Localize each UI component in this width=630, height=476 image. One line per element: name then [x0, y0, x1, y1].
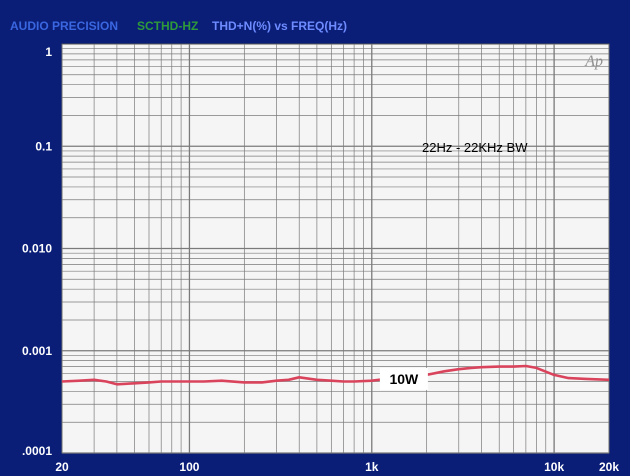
- x-tick-label: 100: [179, 460, 199, 474]
- code-label: SCTHD-HZ: [137, 19, 198, 33]
- series-line-10w: [61, 364, 610, 386]
- y-tick-label: 0.010: [22, 242, 52, 256]
- series-label-box: [379, 367, 428, 390]
- x-tick-label: 20k: [599, 460, 619, 474]
- axis-tick-labels: 20 100 1k 10k 20k 1 0.1 0.010 0.001 .0001: [22, 45, 619, 474]
- y-tick-label: 0.1: [35, 139, 52, 153]
- grid: [61, 44, 610, 454]
- x-tick-label: 10k: [544, 460, 564, 474]
- x-tick-label: 20: [55, 460, 69, 474]
- bandwidth-annotation: 22Hz - 22KHz BW: [422, 140, 528, 155]
- y-tick-label: 1: [45, 45, 52, 59]
- ap-logo: Ap: [584, 53, 603, 70]
- series-layer: 10W: [61, 364, 610, 390]
- y-tick-label: .0001: [22, 444, 52, 458]
- y-tick-label: 0.001: [22, 344, 52, 358]
- series-label: 10W: [389, 371, 419, 387]
- brand-label: AUDIO PRECISION: [10, 19, 118, 33]
- x-tick-label: 1k: [365, 460, 379, 474]
- chart-title: THD+N(%) vs FREQ(Hz): [212, 19, 347, 33]
